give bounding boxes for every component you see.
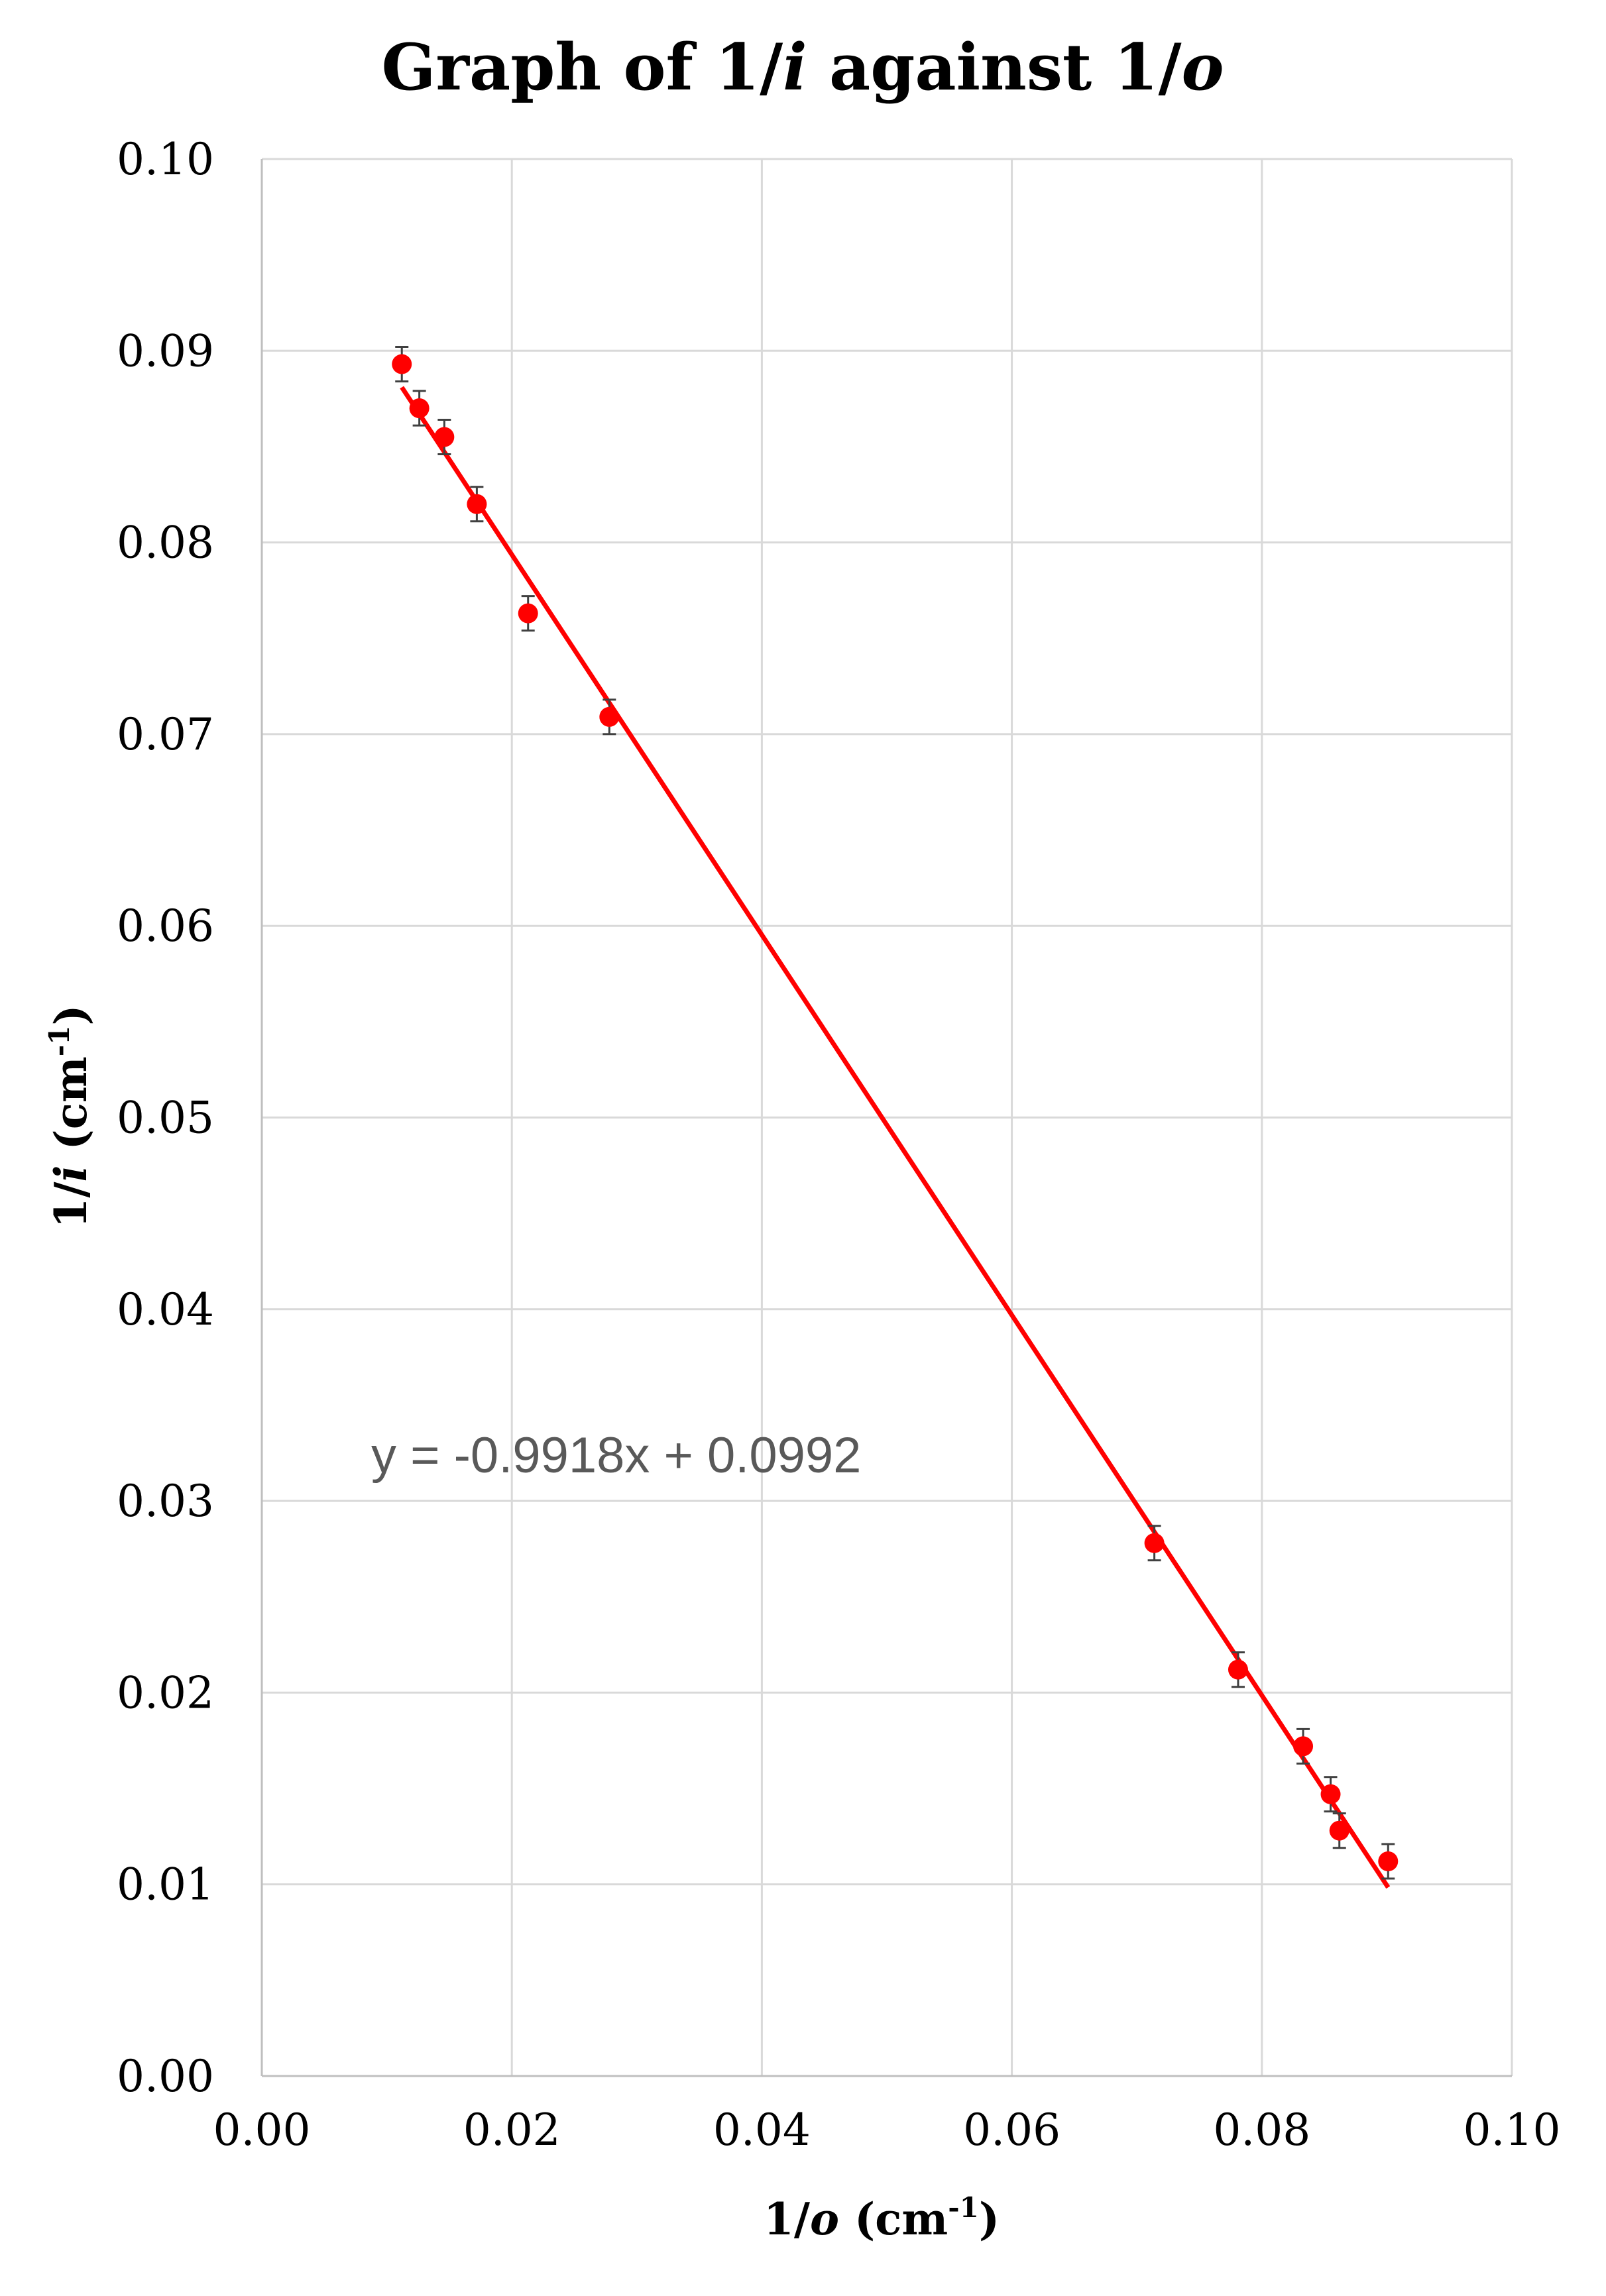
data-points xyxy=(392,354,1399,1871)
trendline-layer xyxy=(400,386,1391,1889)
y-tick-label: 0.04 xyxy=(117,1284,214,1335)
title-part-4: o xyxy=(1182,30,1224,105)
error-bars xyxy=(395,346,1395,1880)
x-axis-label: 1/o (cm-1) xyxy=(764,2191,1000,2245)
xlabel-part-4: -1 xyxy=(948,2191,979,2224)
ylabel-part-2: i xyxy=(45,1166,97,1182)
y-tick-label: 0.02 xyxy=(117,1667,214,1718)
data-point xyxy=(1329,1820,1349,1841)
axes xyxy=(260,159,1512,2077)
x-tick-label: 0.10 xyxy=(1463,2105,1561,2156)
y-tick-label: 0.00 xyxy=(117,2051,214,2102)
x-tick-label: 0.02 xyxy=(463,2105,561,2156)
data-point xyxy=(467,494,487,514)
y-tick-label: 0.10 xyxy=(117,134,214,185)
data-point xyxy=(1228,1659,1248,1680)
y-tick-label: 0.05 xyxy=(117,1093,214,1144)
y-tick-label: 0.07 xyxy=(117,709,214,760)
x-tick-label: 0.00 xyxy=(213,2105,311,2156)
data-point xyxy=(409,398,430,419)
y-tick-label: 0.03 xyxy=(117,1476,214,1527)
data-point xyxy=(1378,1851,1399,1871)
xlabel-part-2: o xyxy=(810,2193,839,2245)
data-point xyxy=(434,427,455,447)
x-tick-labels: 0.00 0.02 0.04 0.06 0.08 0.10 xyxy=(213,2105,1561,2156)
data-point xyxy=(599,706,620,727)
data-point xyxy=(1320,1784,1341,1804)
xlabel-part-3: (cm xyxy=(839,2193,948,2245)
title-part-2: i xyxy=(783,30,807,105)
data-point xyxy=(518,603,538,624)
x-tick-label: 0.04 xyxy=(713,2105,811,2156)
ylabel-part-1: 1/ xyxy=(45,1181,97,1229)
x-tick-label: 0.06 xyxy=(963,2105,1061,2156)
xlabel-part-5: ) xyxy=(979,2193,1000,2245)
ylabel-part-3: (cm xyxy=(45,1056,97,1165)
xlabel-part-1: 1/ xyxy=(764,2193,811,2245)
y-tick-label: 0.06 xyxy=(117,901,214,952)
data-point xyxy=(1144,1533,1165,1553)
y-axis-label: 1/i (cm-1) xyxy=(43,1005,97,1228)
gridlines xyxy=(260,158,1513,2077)
y-tick-label: 0.01 xyxy=(117,1859,214,1910)
x-tick-label: 0.08 xyxy=(1213,2105,1310,2156)
title-part-3: against 1/ xyxy=(807,30,1182,105)
trendline xyxy=(400,386,1391,1889)
ylabel-part-5: ) xyxy=(45,1005,97,1025)
y-tick-labels: 0.00 0.01 0.02 0.03 0.04 0.05 0.06 0.07 0.08 0.09… xyxy=(117,134,214,2102)
chart-title: Graph of 1/i against 1/o xyxy=(381,30,1224,105)
data-point xyxy=(1293,1736,1314,1757)
title-part-1: Graph of 1/ xyxy=(381,30,783,105)
trendline-equation: y = -0.9918x + 0.0992 xyxy=(371,1427,861,1484)
y-tick-label: 0.09 xyxy=(117,325,214,376)
y-tick-label: 0.08 xyxy=(117,518,214,569)
data-point xyxy=(392,354,412,374)
ylabel-part-4: -1 xyxy=(43,1026,76,1057)
